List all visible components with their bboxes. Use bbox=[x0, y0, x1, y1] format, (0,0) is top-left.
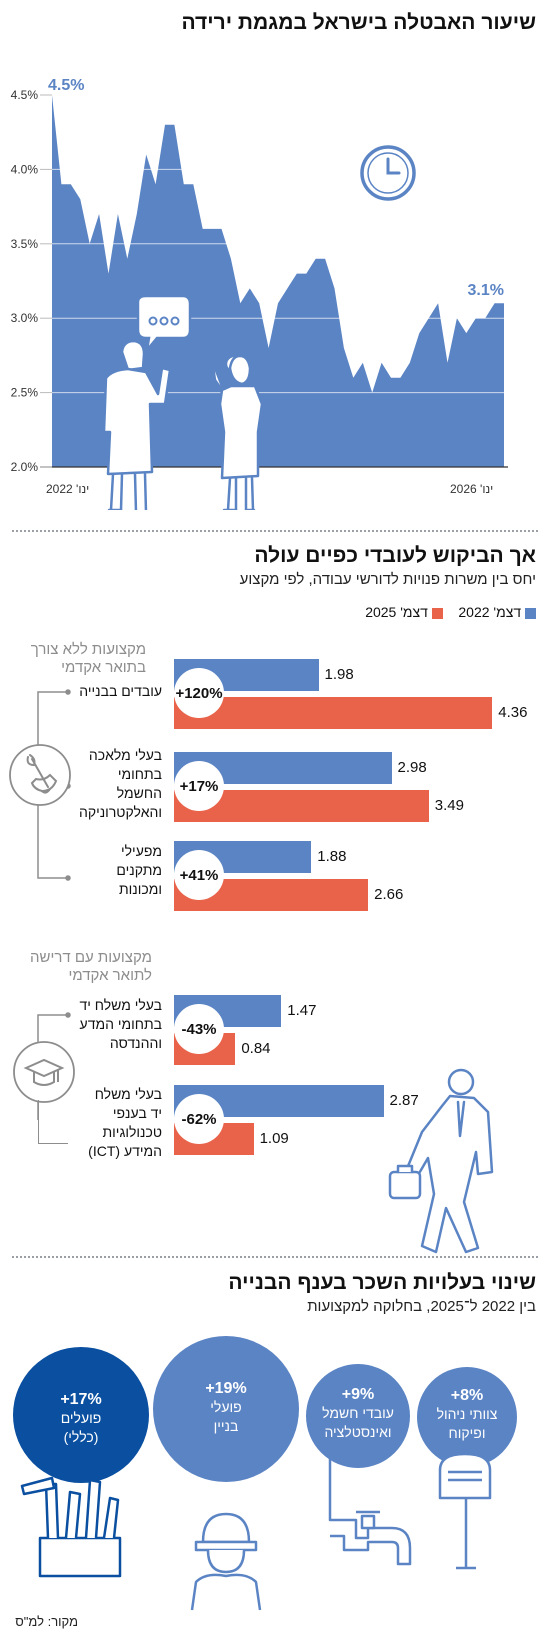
divider-1 bbox=[12, 530, 538, 532]
legend: דצמ' 2022 דצמ' 2025 bbox=[365, 604, 536, 620]
section2-subtitle: יחס בין משרות פנויות לדורשי עבודה, לפי מ… bbox=[239, 571, 536, 588]
change-badge-operators: +41% bbox=[174, 850, 224, 900]
bubble-management: +8% צוותי ניהול ופיקוח bbox=[417, 1367, 517, 1467]
change-badge-science: -43% bbox=[174, 1004, 224, 1054]
section3-subtitle: בין 2022 ל־2025, בחלוקה למקצועות bbox=[307, 1298, 536, 1315]
unemployment-area-chart: 2.0% 2.5% 3.0% 3.5% 4.0% 4.5% 4.5% 3.1% bbox=[11, 77, 508, 510]
businessman-figure bbox=[388, 1068, 494, 1254]
cat-science-label: בעלי משלח יד בתחומי המדע וההנדסה bbox=[79, 997, 162, 1051]
bubble-construction-workers: +19% פועלי בניין bbox=[153, 1336, 299, 1482]
y-tick-label: 2.0% bbox=[11, 460, 39, 474]
value-label-2022-operators: 1.88 bbox=[317, 848, 347, 865]
group1-title: מקצועות ללא צורך בתואר אקדמי bbox=[30, 641, 146, 676]
change-badge-construction: +120% bbox=[174, 668, 224, 718]
section3-title: שינוי בעלויות השכר בענף הבנייה bbox=[228, 1271, 536, 1294]
value-label-2022-ict: 2.87 bbox=[389, 1092, 419, 1109]
value-label-2025-ict: 1.09 bbox=[259, 1130, 289, 1147]
speech-bubble-icon bbox=[136, 294, 192, 355]
cat-electrical-label: בעלי מלאכה בתחומי החשמל והאלקטרוניקה bbox=[78, 747, 162, 820]
section2-title: אך הביקוש לעובדי כפיים עולה bbox=[254, 544, 536, 567]
cat-ict-label: בעלי משלח יד בענפי טכנולוגיות המידע (ICT) bbox=[88, 1086, 162, 1159]
start-value-label: 4.5% bbox=[48, 77, 84, 94]
bar-2025-construction bbox=[174, 697, 493, 729]
value-label-2022-science: 1.47 bbox=[287, 1002, 317, 1019]
divider-2 bbox=[12, 1256, 538, 1258]
value-label-2025-electrical: 3.49 bbox=[434, 797, 464, 814]
end-value-label: 3.1% bbox=[468, 282, 504, 299]
x-label-start: ינו' 2022 bbox=[46, 482, 90, 496]
cat-operators-label: מפעילי מתקנים ומכונות bbox=[116, 843, 162, 897]
bars-container: 1.98 4.36 +120% 2.98 3.49 +17% 1.88 2.66 +41% 1.4… bbox=[174, 659, 528, 1155]
change-badge-ict: -62% bbox=[174, 1094, 224, 1144]
x-label-end: ינו' 2026 bbox=[450, 482, 494, 496]
wrench-hand-icon bbox=[9, 744, 71, 806]
legend-swatch-2025 bbox=[431, 607, 443, 619]
group2-title: מקצועות עם דרישה לתואר אקדמי bbox=[30, 949, 152, 984]
section1-title: שיעור האבטלה בישראל במגמת ירידה bbox=[181, 11, 536, 34]
bubble-electrical-plumbing: +9% עובדי חשמל ואינסטלציה bbox=[306, 1364, 410, 1468]
clock-icon bbox=[360, 145, 416, 201]
y-tick-label: 2.5% bbox=[11, 386, 39, 400]
legend-label-2022: דצמ' 2022 bbox=[458, 604, 522, 620]
woman-figure bbox=[211, 354, 264, 510]
y-tick-label: 4.5% bbox=[11, 88, 39, 102]
group2-bracket-line bbox=[38, 1100, 39, 1144]
mailbox-icon bbox=[438, 1452, 492, 1570]
legend-label-2025: דצמ' 2025 bbox=[365, 604, 428, 620]
y-tick-label: 4.0% bbox=[11, 162, 39, 176]
tools-box-icon bbox=[20, 1476, 122, 1578]
y-tick-label: 3.5% bbox=[11, 237, 39, 251]
change-badge-electrical: +17% bbox=[174, 761, 224, 811]
faucet-icon bbox=[328, 1450, 412, 1566]
group2-bracket-end bbox=[38, 1143, 68, 1144]
hardhat-worker-icon bbox=[190, 1512, 262, 1611]
value-label-2025-construction: 4.36 bbox=[498, 704, 528, 721]
value-label-2022-electrical: 2.98 bbox=[397, 759, 427, 776]
legend-swatch-2022 bbox=[525, 607, 536, 619]
value-label-2022-construction: 1.98 bbox=[324, 666, 354, 683]
y-tick-label: 3.0% bbox=[11, 311, 39, 325]
value-label-2025-science: 0.84 bbox=[241, 1040, 271, 1057]
graduation-cap-icon bbox=[13, 1041, 75, 1103]
bubble-general-workers: +17% פועלים (כללי) bbox=[13, 1347, 149, 1483]
source-note: מקור: למ"ס bbox=[15, 1614, 78, 1629]
man-figure bbox=[102, 339, 172, 510]
value-label-2025-operators: 2.66 bbox=[374, 886, 404, 903]
cat-construction-label: עובדים בבנייה bbox=[79, 683, 162, 699]
